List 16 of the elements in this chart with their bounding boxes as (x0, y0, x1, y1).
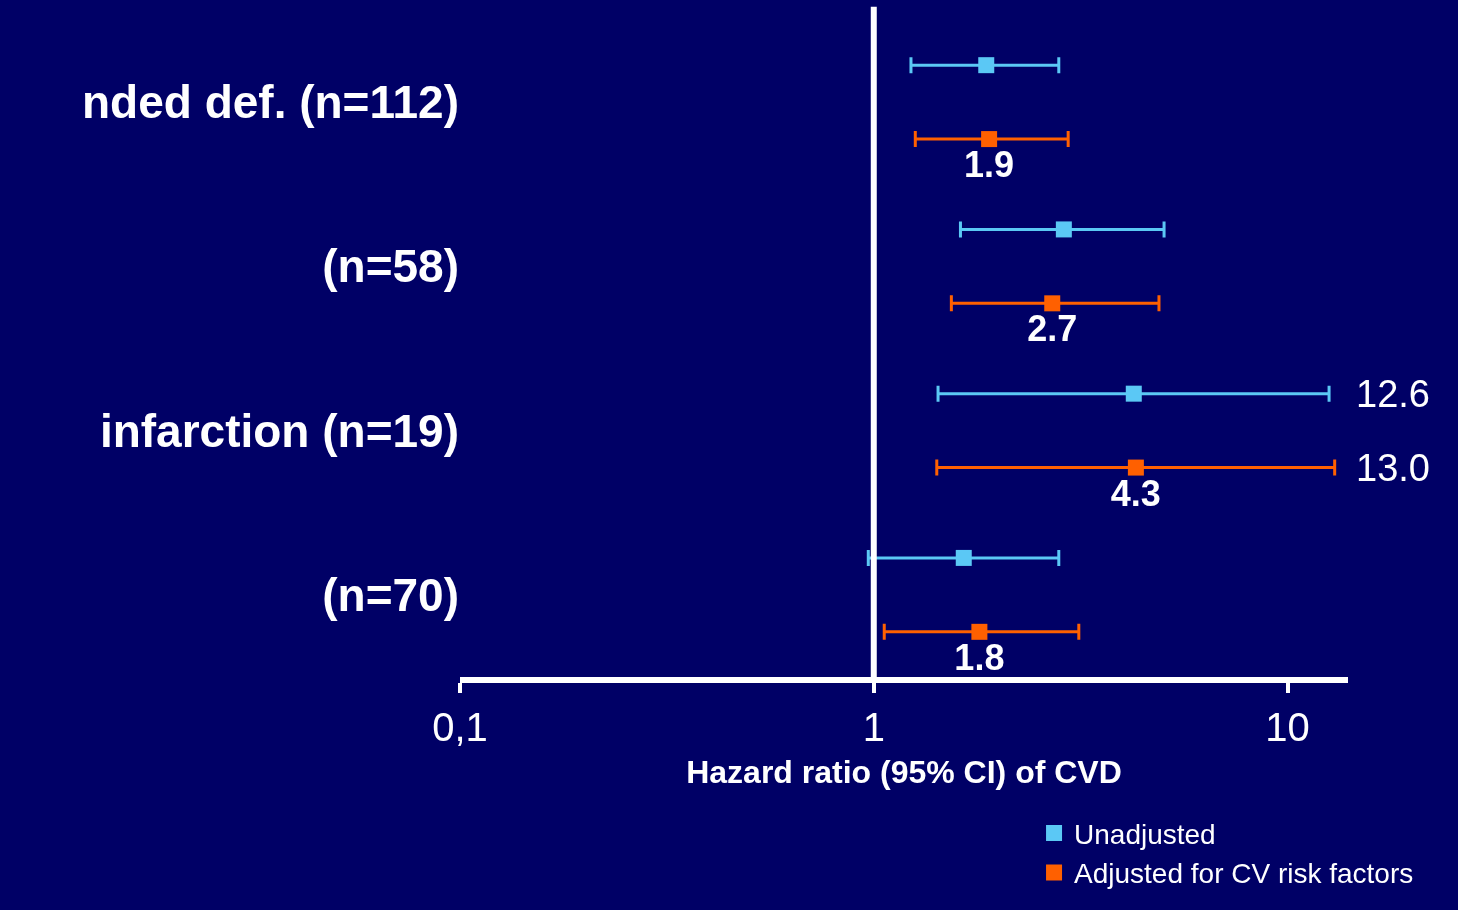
legend-label: Unadjusted (1074, 819, 1216, 851)
y-tick-label: nded def. (n=112) (81, 76, 459, 129)
y-tick-label: infarction (n=19) (99, 404, 459, 457)
y-tick-label: (n=58) (322, 240, 459, 293)
x-tick-label: 0,1 (432, 705, 488, 749)
x-axis-title: Hazard ratio (95% CI) of CVD (686, 754, 1122, 791)
text: 13.0 (1356, 447, 1430, 489)
text: 12.6 (1356, 373, 1430, 415)
x-tick-label: 10 (1265, 705, 1310, 749)
legend-label: Adjusted for CV risk factors (1074, 858, 1414, 890)
data-label: 4.3 (1110, 472, 1161, 514)
y-tick-label: (n=70) (322, 568, 459, 621)
data-label: 1.8 (954, 636, 1005, 678)
data-label: 2.7 (1027, 308, 1078, 350)
data-label: 1.9 (964, 144, 1015, 186)
x-tick-label: 1 (862, 705, 885, 749)
